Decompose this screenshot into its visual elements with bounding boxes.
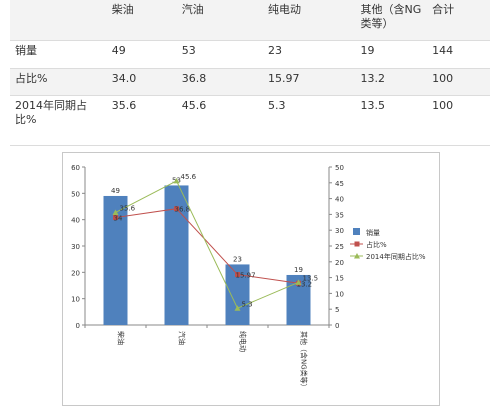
left-y-tick-label: 60 — [71, 164, 80, 172]
table-row-label: 2014年同期占比% — [10, 95, 107, 147]
x-category-label: 汽油 — [178, 331, 187, 345]
x-category-label: 纯电动 — [239, 331, 248, 352]
table-row-label: 占比% — [10, 68, 107, 96]
table-header-cell: 汽油 — [176, 0, 264, 42]
left-y-tick-label: 10 — [71, 296, 80, 304]
bar-value-label: 49 — [111, 187, 120, 195]
right-y-tick-label: 35 — [335, 211, 344, 219]
table-header-cell: 纯电动 — [263, 0, 356, 42]
right-y-tick-label: 10 — [335, 290, 344, 298]
line-value-label: 13.2 — [297, 280, 313, 288]
right-y-tick-label: 30 — [335, 227, 344, 235]
line-value-label: 5.3 — [242, 300, 253, 308]
legend-label: 销量 — [366, 228, 380, 237]
table-cell: 144 — [427, 40, 490, 69]
data-table: 柴油 汽油 纯电动 其他（含NG类等） 合计 销量 49 53 23 19 144 占比% 34.0 36… — [10, 0, 490, 147]
table-cell: 23 — [263, 40, 356, 69]
right-y-tick-label: 5 — [335, 306, 339, 314]
table-header-cell: 合计 — [427, 0, 490, 42]
left-y-tick-label: 50 — [71, 190, 80, 198]
table-row: 占比% 34.0 36.8 15.97 13.2 100 — [10, 68, 490, 96]
right-y-tick-label: 45 — [335, 180, 344, 188]
table-cell: 45.6 — [176, 95, 264, 147]
x-category-label: 柴油 — [117, 331, 126, 345]
table-header-cell — [10, 0, 107, 42]
line-value-label: 34 — [114, 215, 123, 223]
left-y-tick-label: 20 — [71, 269, 80, 277]
right-y-tick-label: 20 — [335, 259, 344, 267]
series-marker — [112, 209, 119, 216]
table-cell: 15.97 — [263, 68, 356, 96]
table-cell: 36.8 — [176, 68, 264, 96]
combo-chart: 0 10 20 30 40 50 60 0 5 10 15 20 25 30 35 40 45 50 柴油 汽油 纯电动… — [62, 152, 440, 406]
table-header-cell: 其他（含NG类等） — [355, 0, 428, 42]
series-marker — [173, 177, 180, 184]
table-cell: 34.0 — [106, 68, 177, 96]
right-y-tick-label: 25 — [335, 243, 344, 251]
legend-label: 占比% — [366, 240, 387, 249]
line-value-label: 36.8 — [175, 206, 191, 214]
legend-marker — [354, 253, 360, 259]
right-y-tick-label: 50 — [335, 164, 344, 172]
legend-label: 2014年同期占比% — [366, 252, 426, 261]
table-row: 2014年同期占比% 35.6 45.6 5.3 13.5 100 — [10, 95, 490, 147]
left-y-tick-label: 0 — [76, 322, 80, 330]
table-cell: 53 — [176, 40, 264, 69]
line-value-label: 45.6 — [181, 173, 197, 181]
series-marker — [235, 272, 240, 278]
series-line — [115, 208, 299, 284]
table-cell: 5.3 — [263, 95, 356, 147]
right-y-tick-label: 15 — [335, 275, 344, 283]
table-cell: 13.5 — [355, 95, 428, 147]
line-value-label: 35.6 — [120, 205, 136, 213]
bar-value-label: 19 — [294, 266, 303, 274]
legend-swatch — [353, 228, 360, 235]
series-marker — [174, 206, 179, 212]
right-y-tick-label: 40 — [335, 196, 344, 204]
table-cell: 19 — [355, 40, 428, 69]
table-cell: 100 — [427, 68, 490, 96]
table-cell: 100 — [427, 95, 490, 147]
right-y-tick-label: 0 — [335, 322, 339, 330]
left-y-tick-label: 30 — [71, 243, 80, 251]
table-header-cell: 柴油 — [106, 0, 177, 42]
line-value-label: 13.5 — [303, 274, 319, 282]
legend-marker — [354, 241, 360, 247]
line-value-label: 15.97 — [236, 272, 256, 280]
left-y-tick-label: 40 — [71, 217, 80, 225]
bar-value-label: 23 — [233, 255, 242, 263]
table-cell: 49 — [106, 40, 177, 69]
table-header-row: 柴油 汽油 纯电动 其他（含NG类等） 合计 — [10, 0, 490, 42]
table-row: 销量 49 53 23 19 144 — [10, 40, 490, 69]
table-row-label: 销量 — [10, 40, 107, 69]
table-cell: 13.2 — [355, 68, 428, 96]
series-marker — [113, 215, 118, 221]
x-category-label: 其他（含NG类等） — [300, 331, 309, 391]
chart-canvas: 0 10 20 30 40 50 60 0 5 10 15 20 25 30 35 40 45 50 柴油 汽油 纯电动… — [71, 164, 426, 391]
series-line — [115, 180, 299, 309]
table-cell: 35.6 — [106, 95, 177, 147]
series-marker — [295, 279, 302, 285]
series-marker — [234, 305, 241, 311]
